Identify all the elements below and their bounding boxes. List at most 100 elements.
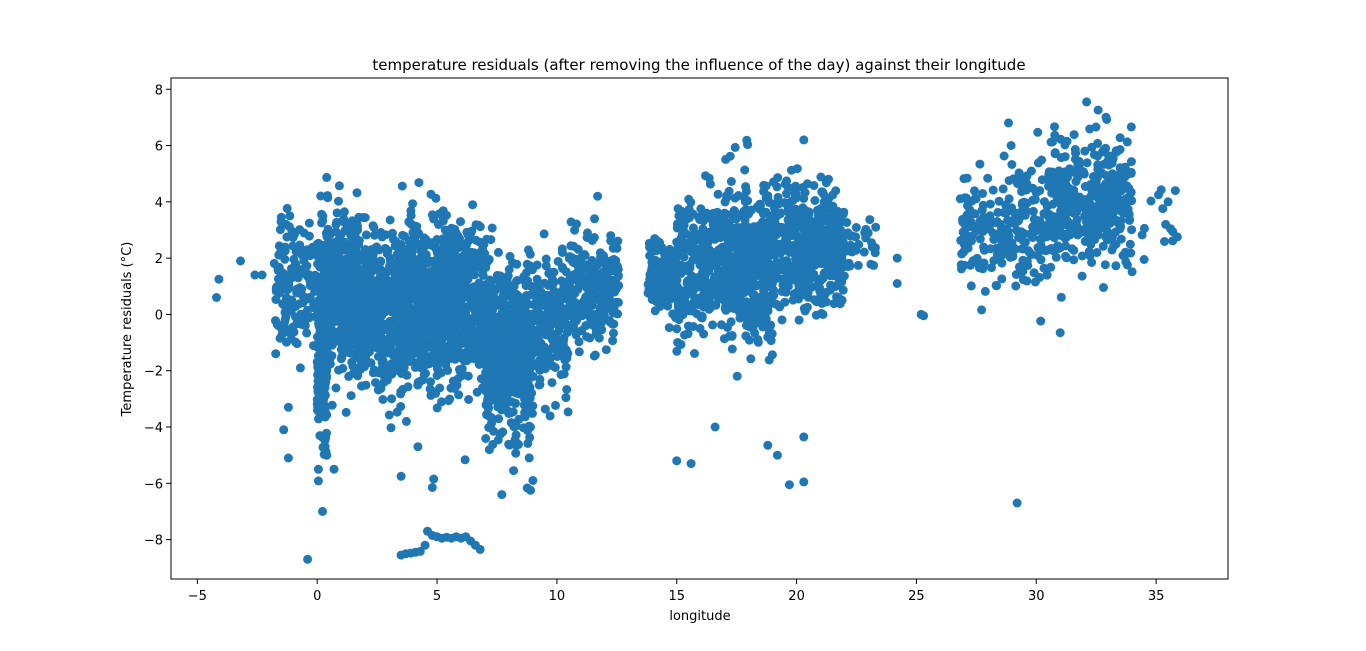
- data-point: [283, 307, 292, 317]
- data-point: [320, 441, 330, 451]
- data-point: [724, 331, 734, 341]
- data-point: [511, 356, 520, 366]
- data-point: [1022, 179, 1032, 189]
- data-point: [426, 377, 435, 387]
- data-point: [726, 177, 736, 186]
- data-point: [504, 317, 513, 327]
- data-point: [1042, 270, 1052, 280]
- data-point: [431, 388, 441, 398]
- data-point: [377, 369, 387, 378]
- data-point: [339, 319, 349, 328]
- data-point: [794, 220, 804, 230]
- data-point: [496, 340, 505, 350]
- data-point: [365, 287, 374, 297]
- data-point: [833, 279, 843, 289]
- data-point: [523, 406, 533, 416]
- data-point: [752, 202, 762, 212]
- data-point: [298, 265, 307, 274]
- data-point: [447, 267, 457, 277]
- data-point: [549, 291, 558, 301]
- data-point: [772, 300, 782, 309]
- data-point: [748, 256, 757, 266]
- data-point: [324, 323, 334, 333]
- data-point: [609, 328, 618, 338]
- data-point: [461, 253, 471, 263]
- data-point: [1026, 166, 1036, 176]
- data-point: [509, 466, 519, 476]
- data-point: [972, 253, 982, 263]
- data-point: [998, 184, 1008, 194]
- data-point: [385, 316, 395, 326]
- data-point: [323, 307, 333, 317]
- data-point: [539, 342, 549, 352]
- data-point: [961, 237, 971, 246]
- data-point: [519, 381, 529, 391]
- data-point: [1016, 227, 1026, 237]
- data-point: [516, 329, 526, 339]
- data-point: [333, 294, 343, 304]
- data-point: [980, 286, 990, 296]
- data-point: [483, 388, 493, 398]
- data-point: [705, 283, 715, 293]
- data-point: [1050, 122, 1059, 132]
- data-point: [828, 190, 838, 200]
- data-point: [820, 268, 830, 278]
- data-point: [515, 367, 525, 377]
- data-point: [497, 377, 507, 387]
- data-point: [708, 320, 718, 330]
- data-point: [1002, 244, 1012, 254]
- data-point: [958, 214, 967, 224]
- data-point: [422, 353, 432, 363]
- data-point: [800, 188, 810, 198]
- data-point: [591, 326, 601, 336]
- data-point: [732, 273, 742, 283]
- data-point: [960, 193, 970, 203]
- data-point: [313, 279, 323, 289]
- data-point: [729, 286, 739, 296]
- data-point: [561, 393, 571, 403]
- data-point: [697, 255, 707, 264]
- data-point: [1085, 124, 1095, 134]
- data-point: [964, 213, 974, 223]
- data-point: [975, 159, 985, 169]
- data-point: [742, 135, 752, 145]
- data-point: [549, 335, 558, 345]
- data-point: [524, 421, 534, 431]
- data-point: [1007, 160, 1017, 169]
- data-point: [1033, 158, 1043, 168]
- data-point: [739, 312, 749, 322]
- data-point: [705, 231, 715, 241]
- data-point: [802, 285, 812, 295]
- data-point: [451, 339, 461, 349]
- data-point: [728, 232, 738, 241]
- data-point: [291, 302, 301, 311]
- data-point: [838, 285, 848, 295]
- data-point: [378, 303, 388, 313]
- data-point: [724, 273, 733, 283]
- data-point: [746, 354, 756, 364]
- data-point: [770, 250, 780, 260]
- data-point: [668, 309, 678, 319]
- data-point: [595, 295, 604, 305]
- data-point: [285, 211, 295, 221]
- data-point: [488, 439, 498, 449]
- data-point: [696, 243, 706, 253]
- data-point: [809, 181, 819, 190]
- data-point: [455, 322, 465, 332]
- data-point: [540, 404, 550, 414]
- data-point: [842, 218, 852, 227]
- data-point: [527, 388, 537, 398]
- data-point: [590, 214, 599, 224]
- data-point: [595, 248, 605, 258]
- data-point: [421, 330, 431, 340]
- data-point: [547, 281, 557, 291]
- data-point: [574, 337, 584, 347]
- data-point: [810, 196, 820, 205]
- data-point: [562, 385, 572, 394]
- data-point: [556, 370, 566, 380]
- data-point: [582, 332, 592, 342]
- data-point: [365, 261, 375, 271]
- data-point: [305, 281, 315, 291]
- data-point: [426, 256, 436, 266]
- data-point: [577, 326, 587, 336]
